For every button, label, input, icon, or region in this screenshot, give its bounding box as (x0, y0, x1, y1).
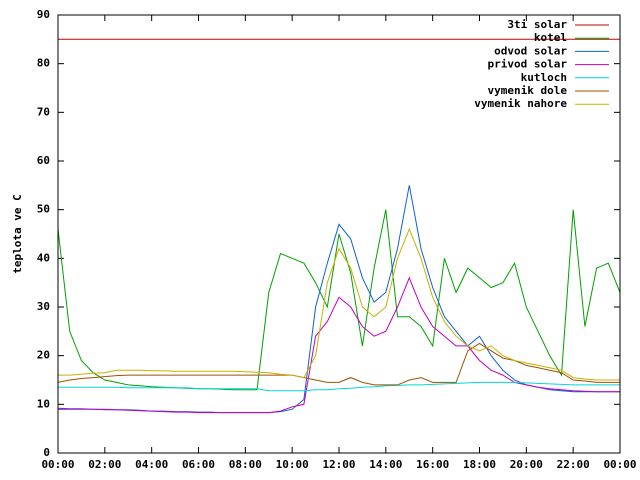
y-tick-label: 70 (37, 105, 50, 118)
legend-label: 3ti solar (507, 18, 567, 31)
y-tick-label: 20 (37, 349, 50, 362)
legend-label: odvod solar (494, 44, 567, 57)
series-line (57, 209, 621, 391)
x-tick-label: 08:00 (229, 458, 262, 471)
x-tick-label: 22:00 (557, 458, 590, 471)
y-tick-label: 80 (37, 57, 50, 70)
legend-label: kotel (534, 31, 567, 44)
y-axis-label: teplota ve C (11, 194, 24, 273)
y-tick-label: 30 (37, 300, 50, 313)
y-tick-label: 10 (37, 397, 50, 410)
series-line (57, 342, 620, 386)
x-tick-label: 00:00 (603, 458, 636, 471)
series-line (58, 276, 620, 414)
x-tick-label: 06:00 (182, 458, 215, 471)
x-tick-label: 18:00 (463, 458, 496, 471)
y-tick-label: 40 (37, 251, 50, 264)
plot-frame (57, 14, 621, 454)
x-tick-label: 04:00 (135, 458, 168, 471)
y-tick-label: 90 (37, 8, 50, 21)
x-tick-label: 10:00 (276, 458, 309, 471)
legend-label: vymenik nahore (474, 97, 567, 110)
legend-label: vymenik dole (488, 84, 568, 97)
x-tick-label: 16:00 (416, 458, 449, 471)
legend-label: privod solar (488, 58, 568, 71)
series-line (58, 227, 620, 381)
y-tick-label: 50 (37, 203, 50, 216)
x-tick-label: 00:00 (41, 458, 74, 471)
series-line (58, 381, 620, 392)
x-tick-label: 02:00 (88, 458, 121, 471)
y-tick-label: 60 (37, 154, 50, 167)
x-tick-label: 20:00 (510, 458, 543, 471)
legend-label: kutloch (521, 71, 567, 84)
x-tick-label: 12:00 (322, 458, 355, 471)
y-tick-label: 0 (43, 446, 50, 459)
x-tick-label: 14:00 (369, 458, 402, 471)
